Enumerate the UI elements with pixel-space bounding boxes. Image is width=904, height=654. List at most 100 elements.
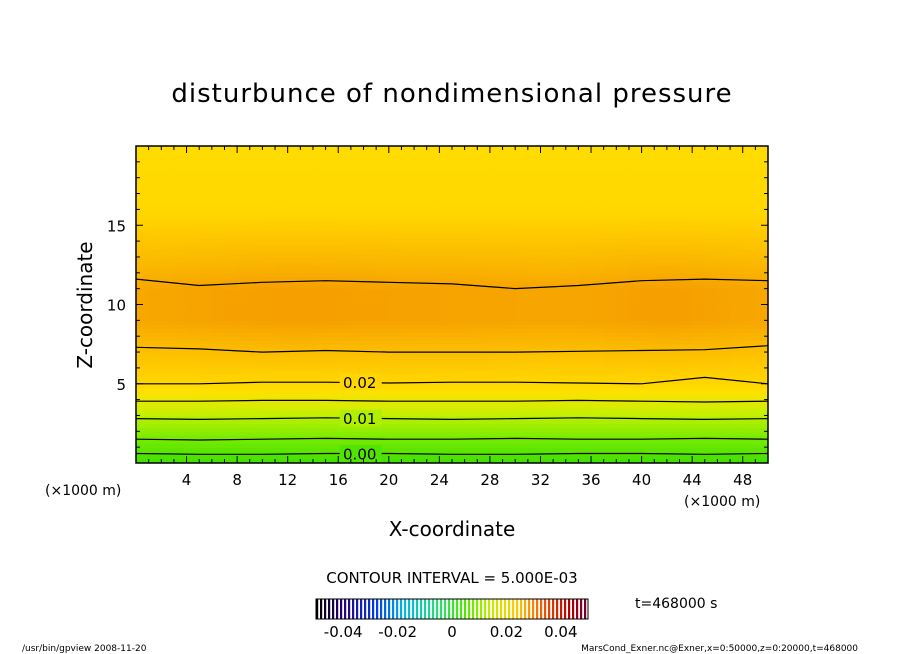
field-cell (211, 213, 226, 218)
field-cell (439, 316, 453, 321)
field-cell (641, 459, 655, 463)
field-cell (312, 340, 327, 345)
field-cell (363, 249, 377, 254)
field-cell (692, 241, 706, 246)
field-cell (300, 245, 314, 250)
field-cell (717, 169, 731, 175)
field-cell (173, 193, 188, 199)
field-cell (515, 272, 529, 278)
field-cell (717, 415, 731, 421)
field-cell (540, 344, 554, 349)
field-cell (414, 312, 428, 317)
field-cell (300, 447, 314, 452)
field-cell (148, 197, 162, 203)
field-cell (249, 363, 263, 369)
field-cell (603, 252, 617, 258)
field-cell (148, 256, 162, 262)
field-cell (540, 260, 554, 266)
field-cell (161, 340, 175, 345)
field-cell (641, 363, 655, 369)
field-cell (730, 379, 744, 385)
field-cell (249, 249, 263, 254)
field-cell (249, 451, 263, 456)
field-cell (287, 146, 301, 151)
field-cell (211, 229, 226, 234)
field-cell (350, 356, 365, 361)
field-cell (755, 280, 768, 286)
field-cell (641, 391, 655, 397)
field-cell (704, 241, 719, 246)
field-cell (540, 276, 554, 282)
field-cell (540, 264, 554, 270)
field-cell (249, 300, 263, 306)
field-cell (717, 217, 731, 222)
field-cell (262, 233, 276, 238)
field-cell (148, 407, 162, 413)
field-cell (338, 427, 352, 432)
field-cell (414, 435, 428, 440)
field-cell (704, 173, 719, 179)
field-cell (742, 383, 756, 389)
field-cell (527, 292, 542, 298)
field-cell (439, 292, 453, 298)
field-cell (186, 146, 200, 151)
field-cell (401, 371, 415, 377)
field-cell (452, 165, 466, 171)
field-cell (515, 407, 529, 413)
field-cell (452, 157, 466, 163)
field-cell (426, 225, 440, 230)
field-cell (262, 439, 276, 444)
field-cell (275, 304, 289, 310)
field-cell (136, 260, 150, 266)
field-cell (591, 387, 605, 393)
field-cell (742, 177, 756, 183)
colorbar-cell (476, 599, 479, 619)
field-cell (616, 300, 630, 306)
field-cell (161, 181, 175, 187)
field-cell (477, 268, 491, 274)
field-cell (186, 459, 200, 463)
field-cell (262, 165, 276, 171)
field-cell (527, 344, 542, 349)
field-cell (730, 304, 744, 310)
field-cell (730, 344, 744, 349)
field-cell (679, 312, 693, 317)
field-cell (136, 419, 150, 424)
field-cell (325, 173, 339, 179)
field-cell (224, 407, 238, 413)
field-cell (452, 363, 466, 369)
field-cell (742, 419, 756, 424)
field-cell (578, 264, 592, 270)
field-cell (578, 157, 592, 163)
field-cell (742, 300, 756, 306)
field-cell (730, 197, 744, 203)
field-cell (136, 264, 150, 270)
field-cell (578, 260, 592, 266)
field-cell (426, 193, 440, 199)
field-cell (704, 336, 719, 341)
field-cell (414, 146, 428, 151)
field-cell (628, 431, 643, 436)
field-cell (325, 375, 339, 381)
field-cell (401, 146, 415, 151)
field-cell (186, 348, 200, 353)
field-cell (300, 153, 314, 159)
field-cell (224, 229, 238, 234)
field-cell (287, 403, 301, 409)
field-cell (148, 304, 162, 310)
field-cell (173, 157, 188, 163)
field-cell (527, 419, 542, 424)
field-cell (173, 399, 188, 405)
field-cell (730, 423, 744, 428)
field-cell (249, 284, 263, 290)
field-cell (414, 455, 428, 460)
field-cell (136, 268, 150, 274)
field-cell (287, 383, 301, 389)
field-cell (414, 359, 428, 365)
field-cell (515, 157, 529, 163)
field-cell (603, 153, 617, 159)
field-cell (464, 189, 478, 195)
field-cell (262, 359, 276, 365)
field-cell (742, 288, 756, 294)
field-cell (464, 324, 478, 329)
